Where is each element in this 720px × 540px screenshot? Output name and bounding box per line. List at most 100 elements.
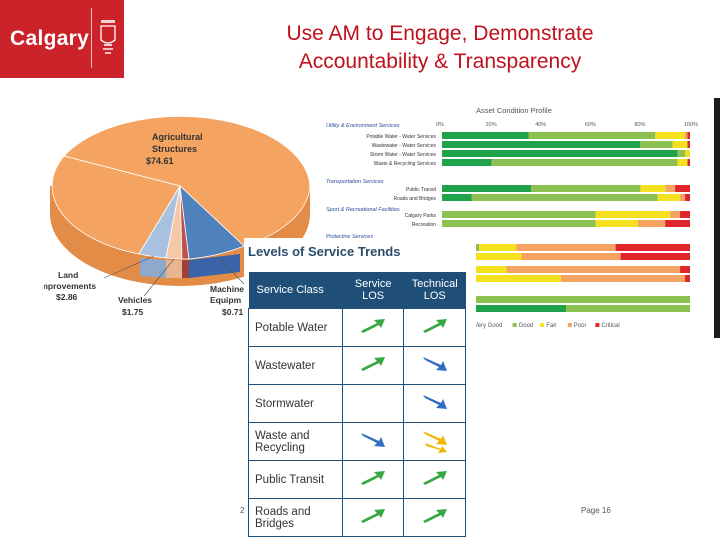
los-service-class: Wastewater (248, 346, 343, 385)
bar-segment (685, 275, 690, 282)
levels-of-service-panel: Levels of Service Trends Service Class S… (244, 238, 476, 540)
row-label: Potable Water - Water Services (366, 134, 436, 140)
los-table: Service Class Service LOS Technical LOS … (248, 272, 466, 537)
bar-segment (640, 185, 666, 192)
technical-los-trend-icon (403, 384, 466, 423)
bar-segment (442, 159, 492, 166)
bar-segment (687, 141, 690, 148)
los-row: Wastewater (248, 346, 466, 385)
legend-swatch (595, 323, 600, 327)
group-label: Sport & Recreational Facilities (326, 207, 400, 213)
service-los-trend-icon (341, 460, 405, 499)
bar-segment (680, 194, 686, 201)
bar-row (442, 266, 690, 273)
chart-edge-strip (714, 98, 720, 338)
bar-segment (657, 194, 681, 201)
footer-page-left: 2 (240, 506, 245, 515)
bar-segment (566, 305, 690, 312)
bar-row (442, 150, 690, 157)
crest-icon (100, 20, 116, 54)
los-row: Public Transit (248, 460, 466, 499)
los-header-technical-los: Technical LOS (403, 272, 466, 309)
technical-los-trend-icon (403, 422, 466, 461)
page-title: Use AM to Engage, Demonstrate Accountabi… (200, 20, 680, 76)
pie-slice-agricultural-structures (63, 116, 311, 247)
los-service-class: Stormwater (248, 384, 343, 423)
pie-label-vehicles: Vehicles (118, 295, 152, 305)
pie-slice-agricultural-left (51, 155, 181, 255)
bar-segment (466, 253, 522, 260)
service-los-trend-icon (341, 346, 405, 385)
bar-row (442, 305, 690, 312)
legend-swatch (540, 323, 545, 327)
pie-label-equipment: Equipm (210, 295, 242, 305)
bar-segment (442, 220, 596, 227)
row-label: Public Transit (406, 187, 437, 193)
bar-segment (685, 132, 688, 139)
bar-row (442, 185, 690, 192)
x-tick-label: 20% (486, 122, 497, 128)
service-los-trend-icon (341, 422, 405, 461)
technical-los-trend-icon (403, 460, 466, 499)
bar-segment (685, 150, 690, 157)
bar-row (442, 194, 690, 201)
service-los-trend-icon (341, 308, 405, 347)
pie-label-land: Land (58, 270, 78, 280)
legend-label: Good (519, 323, 534, 329)
group-label: Transportation Services (326, 179, 384, 185)
los-service-class: Public Transit (248, 460, 343, 499)
bar-segment (665, 220, 690, 227)
bar-segment (675, 185, 690, 192)
bar-segment (615, 244, 690, 251)
bar-segment (471, 194, 658, 201)
los-row: Potable Water (248, 308, 466, 347)
bar-segment (442, 150, 678, 157)
pie-label-structures: Structures (152, 144, 197, 154)
los-service-class: Potable Water (248, 308, 343, 347)
bar-segment (637, 220, 666, 227)
pie-value-agricultural: $74.61 (146, 156, 174, 166)
x-tick-label: 60% (585, 122, 596, 128)
bar-segment (687, 159, 690, 166)
bar-segment (442, 141, 641, 148)
bar-segment (506, 266, 681, 273)
bar-segment (442, 305, 566, 312)
title-line-1: Use AM to Engage, Demonstrate (286, 22, 594, 45)
row-label: Calgary Parks (405, 213, 437, 219)
legend-label: Very Good (474, 323, 502, 329)
row-label: Roads and Bridges (393, 196, 436, 202)
bar-segment (442, 194, 472, 201)
bar-segment (442, 185, 532, 192)
asset-condition-bar-chart: Asset Condition Profile 0% 20% 40% 60% 80% 10… (318, 102, 714, 342)
bar-segment (672, 141, 688, 148)
bar-segment (442, 296, 690, 303)
chart-title: Asset Condition Profile (476, 106, 552, 115)
los-title: Levels of Service Trends (248, 244, 401, 259)
bar-segment (521, 253, 621, 260)
group-label: Utility & Environment Services (326, 123, 400, 129)
service-los-trend-icon (341, 384, 405, 423)
legend-label: Critical (601, 323, 619, 329)
legend-swatch (512, 323, 517, 327)
x-tick-label: 40% (535, 122, 546, 128)
x-tick-label: 80% (634, 122, 645, 128)
bar-row (442, 211, 690, 218)
row-label: Storm Water - Water Services (370, 152, 437, 158)
bar-segment (442, 132, 529, 139)
bar-segment (516, 244, 616, 251)
los-row: Stormwater (248, 384, 466, 423)
asset-value-pie-chart: Agricultural Structures $74.61 Land Impr… (44, 116, 311, 317)
logo-text: Calgary (10, 27, 90, 50)
x-tick-label: 100% (684, 122, 698, 128)
los-row: Waste and Recycling (248, 422, 466, 461)
calgary-logo: Calgary (0, 0, 124, 78)
bar-segment (479, 244, 517, 251)
bar-row (442, 253, 690, 260)
bar-segment (461, 275, 562, 282)
title-line-2: Accountability & Transparency (298, 50, 582, 73)
bar-segment (620, 253, 690, 260)
bar-segment (595, 211, 671, 218)
bar-segment (655, 132, 686, 139)
bar-segment (680, 211, 690, 218)
x-tick-label: 0% (436, 122, 444, 128)
